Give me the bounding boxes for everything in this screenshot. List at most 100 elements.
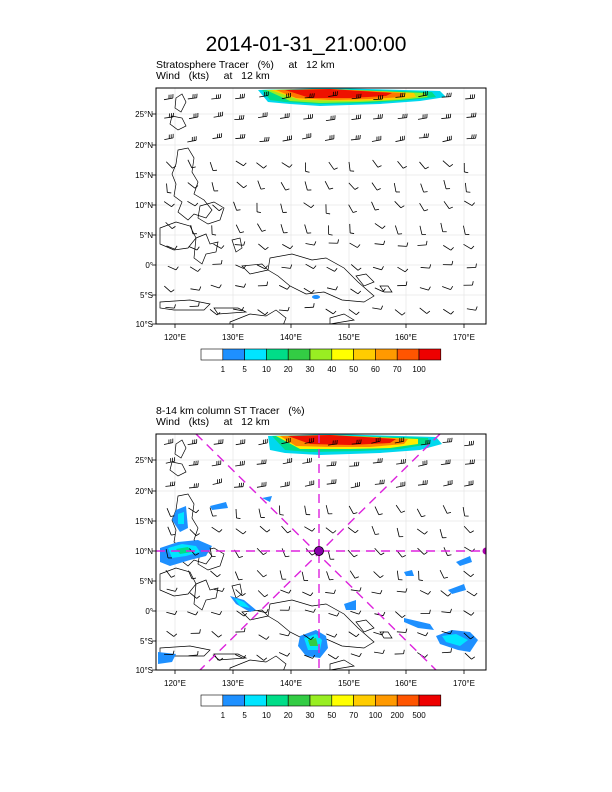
wind-barb-flag xyxy=(475,263,477,268)
wind-barb xyxy=(188,246,198,251)
wind-barb xyxy=(280,224,284,234)
wind-barb-flag xyxy=(379,575,384,579)
wind-barb xyxy=(256,570,264,578)
coastline xyxy=(267,253,375,303)
wind-barb-flag xyxy=(256,211,262,214)
wind-barb xyxy=(163,201,172,208)
wind-barb-flag xyxy=(352,210,357,213)
wind-barb xyxy=(327,550,331,560)
wind-barb-flag xyxy=(403,649,405,654)
wind-barb xyxy=(236,181,244,189)
wind-barb xyxy=(234,118,244,121)
wind-barb xyxy=(419,225,423,235)
wind-barb xyxy=(165,549,169,559)
wind-barb xyxy=(279,633,289,637)
panel2-frame xyxy=(155,433,487,671)
wind-barb-flag xyxy=(263,552,267,556)
wind-barb-flag xyxy=(425,632,429,637)
wind-barb-flag xyxy=(313,93,315,98)
wind-barb-flag xyxy=(172,650,175,655)
panel2-lon-labels: 120°E 130°E 140°E 150°E 160°E 170°E xyxy=(164,679,475,688)
wind-barb-flag xyxy=(356,311,360,315)
wind-barb-flag xyxy=(266,608,269,613)
wind-barb-flag xyxy=(285,188,290,191)
wind-barb xyxy=(373,631,383,636)
wind-barb xyxy=(257,610,267,614)
wind-barb-flag xyxy=(401,510,406,513)
wind-barb xyxy=(165,569,172,578)
wind-barb xyxy=(351,118,361,120)
lat-label: 0° xyxy=(145,261,153,270)
wind-barb-flag xyxy=(469,94,472,99)
wind-barb xyxy=(166,245,176,250)
wind-barb-flag xyxy=(222,587,225,592)
wind-barb-flag xyxy=(375,208,380,211)
panel1-map: 25°N 20°N 15°N 10°N 5°N 0° 5°S 10°S 120°… xyxy=(135,87,487,374)
wind-barb xyxy=(209,507,214,517)
coastline xyxy=(229,655,287,670)
wind-barb-flag xyxy=(289,164,293,168)
wind-barb xyxy=(396,462,406,465)
wind-barb xyxy=(372,266,382,271)
wind-barb xyxy=(281,441,291,445)
coastline xyxy=(379,285,393,293)
wind-barb-flag xyxy=(243,162,247,167)
wind-barb xyxy=(374,287,384,293)
wind-barb xyxy=(189,266,198,272)
wind-barb xyxy=(303,117,313,120)
wind-barb xyxy=(164,137,174,141)
wind-barb xyxy=(441,651,451,654)
wind-barb-flag xyxy=(243,613,248,617)
lat-label: 5°N xyxy=(140,577,154,586)
wind-barb-flag xyxy=(311,527,316,532)
wind-barb-flag xyxy=(429,609,431,614)
wind-barb xyxy=(187,442,197,446)
wind-barb xyxy=(394,225,399,235)
wind-barb xyxy=(164,116,174,119)
wind-barb xyxy=(348,204,354,213)
panel1-lon-labels: 120°E 130°E 140°E 150°E 160°E 170°E xyxy=(164,333,475,342)
wind-barb xyxy=(278,285,288,290)
wind-barb xyxy=(441,631,451,635)
wind-barb xyxy=(463,526,471,534)
wind-barb-flag xyxy=(450,247,454,251)
wind-barb-flag xyxy=(311,289,315,294)
wind-barb xyxy=(166,588,176,592)
wind-barb-flag xyxy=(311,552,316,556)
wind-barb-flag xyxy=(335,461,337,466)
legend-label: 10 xyxy=(262,365,271,374)
wind-barb xyxy=(188,654,198,657)
wind-barb-flag xyxy=(266,636,270,640)
wind-barb xyxy=(166,508,171,517)
lon-label: 150°E xyxy=(338,679,360,688)
wind-barb-flag xyxy=(243,265,247,269)
wind-barb xyxy=(256,264,266,270)
wind-barb-flag xyxy=(380,305,383,310)
wind-barb xyxy=(259,95,269,98)
legend-label: 10 xyxy=(262,711,271,720)
wind-barb xyxy=(211,182,215,192)
coastline xyxy=(193,579,219,611)
legend-swatch xyxy=(331,694,354,707)
wind-barb-flag xyxy=(358,610,362,615)
wind-barb xyxy=(326,464,336,467)
wind-barb-flag xyxy=(355,633,360,638)
wind-barb xyxy=(303,202,312,208)
wind-barb-flag xyxy=(424,531,428,535)
wind-barb-flag xyxy=(471,656,476,660)
wind-barb-flag xyxy=(449,164,454,168)
wind-barb-flag xyxy=(195,611,199,616)
wind-barb-flag xyxy=(239,115,241,120)
panel1-subtitle-1: Stratosphere Tracer (%) at 12 km xyxy=(156,59,335,71)
wind-barb-flag xyxy=(311,93,313,98)
wind-barb-flag xyxy=(264,311,269,316)
wind-barb-flag xyxy=(219,657,224,661)
wind-barb-flag xyxy=(450,285,454,290)
wind-barb-flag xyxy=(268,136,270,141)
legend-swatch xyxy=(287,348,311,361)
lat-label: 10°S xyxy=(136,320,153,329)
legend-swatch xyxy=(266,694,289,707)
wind-barb-flag xyxy=(380,589,383,594)
legend-label: 20 xyxy=(284,365,293,374)
wind-barb xyxy=(281,162,290,168)
